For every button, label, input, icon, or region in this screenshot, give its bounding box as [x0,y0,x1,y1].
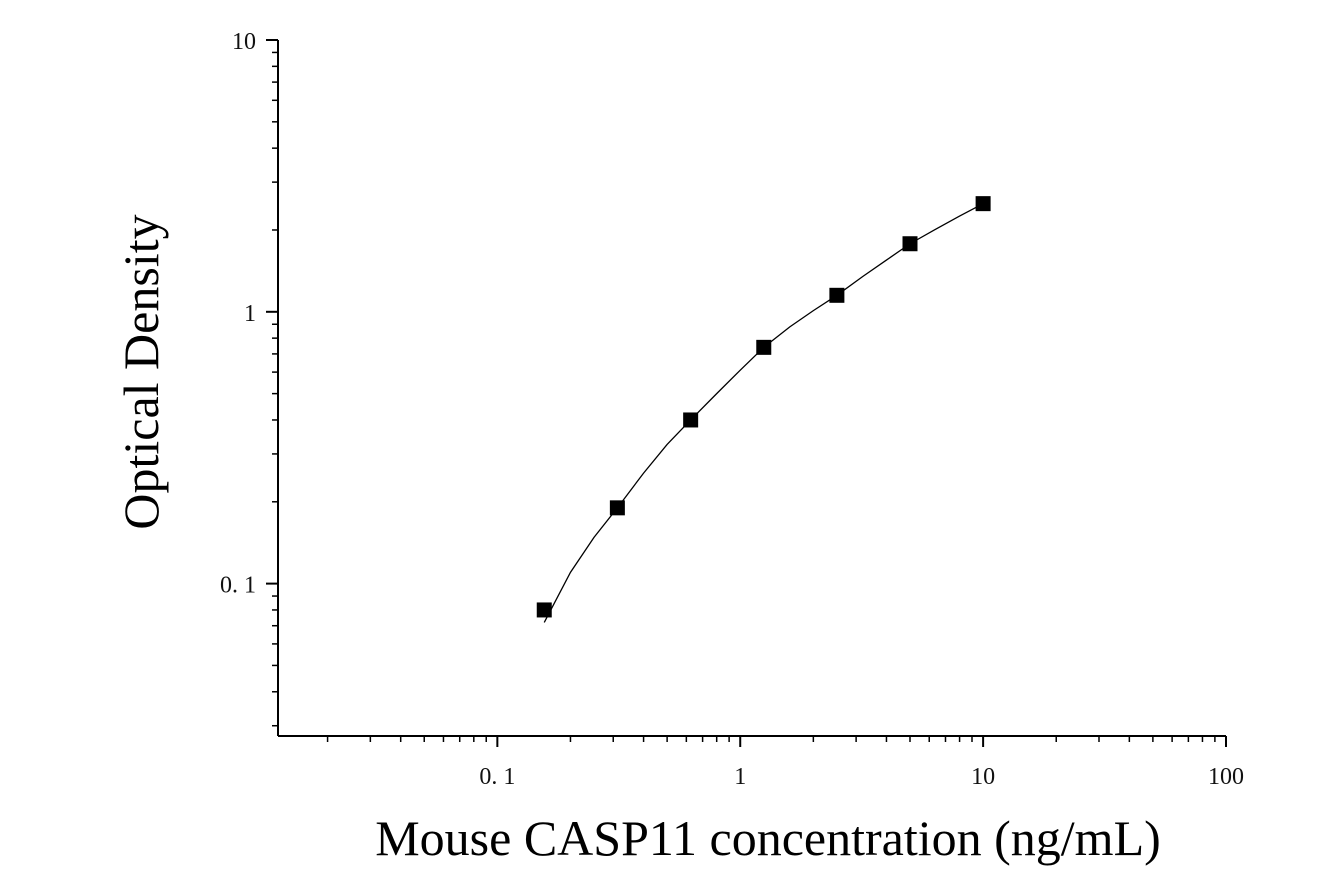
y-tick-label: 1 [244,301,256,327]
axes [277,40,1226,737]
data-point [756,339,772,355]
data-point [902,236,918,252]
y-tick-label: 10 [232,29,256,55]
data-points-layer [536,196,991,618]
data-point [975,196,991,212]
y-axis-title: Optical Density [113,214,169,529]
data-point [829,287,845,303]
x-tick-label: 100 [1208,764,1244,790]
ticks: 0. 1 1 10 100 0. 1 1 10 [220,29,1244,790]
data-point [609,500,625,516]
fit-curve [543,203,984,623]
fit-curve-layer [543,203,984,623]
x-tick-label: 1 [734,764,746,790]
x-axis-title: Mouse CASP11 concentration (ng/mL) [375,810,1161,866]
x-tick-label: 10 [971,764,995,790]
data-point [536,602,552,618]
x-tick-label: 0. 1 [479,764,515,790]
y-tick-label: 0. 1 [220,573,256,599]
data-point [683,412,699,428]
